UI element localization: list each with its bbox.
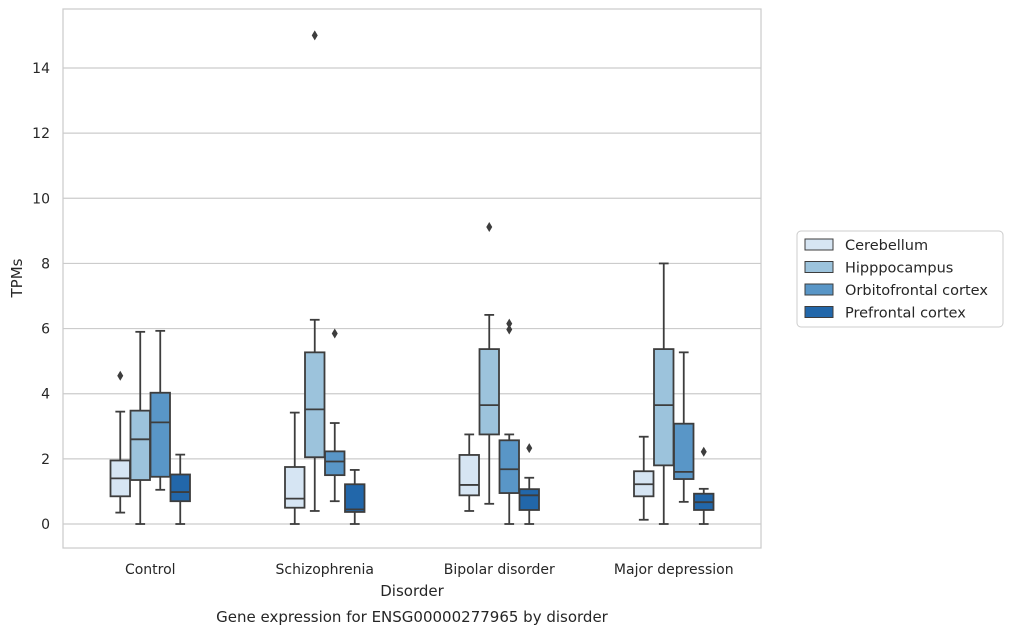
legend-swatch [804,306,834,318]
box [518,488,540,511]
legend-label: Orbitofrontal cortex [845,283,988,299]
box [149,391,171,478]
box [498,439,520,494]
y-tick-label: 2 [41,452,50,468]
box-0-0 [109,370,131,514]
box-3-2 [673,351,695,503]
y-tick-label: 14 [32,61,50,77]
box-0-2 [149,329,171,491]
y-tick-label: 10 [32,191,50,207]
box-0-1 [129,330,151,525]
legend-label: Prefrontal cortex [845,306,966,322]
box [478,348,500,436]
outlier-marker [506,318,513,329]
box-2-3 [518,443,540,525]
x-tick-label: Major depression [614,562,734,578]
box-2-0 [458,433,480,512]
box-2-2 [498,318,520,525]
box-3-3 [693,446,715,525]
box-0-3 [169,453,191,525]
plot-frame [62,8,762,549]
x-tick-label: Schizophrenia [276,562,374,578]
legend-label: Hipppocampus [845,261,953,277]
outlier-marker [117,370,124,381]
legend-label: Cerebellum [845,238,928,254]
x-tick-label: Control [125,562,176,578]
box-3-0 [633,435,655,521]
box-groups [109,30,715,525]
y-tick-label: 12 [32,126,50,142]
box [344,483,366,513]
y-tick-labels: 0 2 4 6 8 10 12 14 [32,61,50,533]
outlier-marker [700,446,707,457]
box [324,450,346,477]
x-tick-labels: Control Schizophrenia Bipolar disorder Majo… [125,562,734,578]
box [673,422,695,480]
legend-frame [796,230,1004,328]
y-tick-label: 0 [41,517,50,533]
legend-swatch [804,283,834,296]
box-1-3 [344,469,366,525]
box [129,409,151,481]
legend-swatch [804,238,834,251]
outlier-marker [311,30,318,41]
outlier-marker [486,221,493,232]
plot-background [63,9,761,548]
box [304,351,326,459]
box-1-2 [324,328,346,503]
y-axis-label: TPMs [8,258,26,298]
box [458,454,480,497]
y-tick-label: 6 [41,322,50,338]
legend: Cerebellum Hipppocampus Orbitofrontal cort… [796,230,1004,328]
outlier-marker [331,328,338,339]
box [169,473,191,503]
box-1-0 [284,411,306,525]
box-1-1 [304,30,326,512]
outlier-marker [506,324,513,335]
outlier-marker [526,443,533,454]
x-axis-label: Disorder [380,582,444,600]
box [653,348,675,467]
y-tick-label: 8 [41,256,50,272]
box-3-1 [653,262,675,525]
chart-caption: Gene expression for ENSG00000277965 by d… [216,608,609,626]
x-tick-label: Bipolar disorder [444,562,555,578]
box-2-1 [478,221,500,505]
y-tick-label: 4 [41,387,50,403]
legend-swatch [804,261,834,273]
box [284,466,306,509]
